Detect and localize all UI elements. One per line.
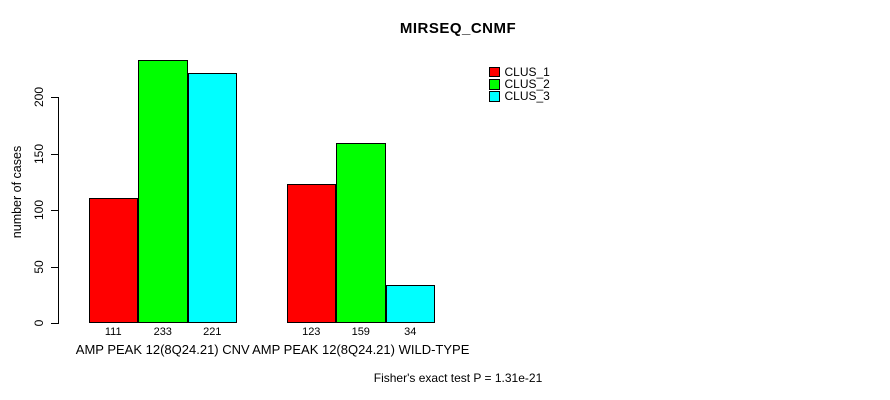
bar-clus_1 [88,197,138,323]
bar-value-label: 123 [302,326,321,338]
category-label: AMP PEAK 12(8Q24.21) CNV [75,342,250,357]
bar-value-label: 221 [203,326,222,338]
y-axis-tick-label: 0 [32,319,46,327]
y-axis-label: number of cases [10,145,24,239]
bar-clus_1 [286,184,336,323]
legend-swatch-icon [489,66,500,78]
bar-clus_2 [138,59,188,323]
legend-swatch-icon [489,79,500,90]
bar-clus_2 [336,143,386,323]
y-axis-tick [51,266,58,268]
bar-value-label: 159 [351,326,370,338]
bar-value-label: 233 [153,326,172,338]
y-axis-tick [51,97,58,98]
legend-label: CLUS_2 [504,77,550,92]
y-axis-tick-label: 100 [32,199,46,221]
bar-clus_3 [385,284,435,323]
y-axis-tick-label: 200 [32,86,46,108]
y-axis-tick-label: 150 [32,143,46,164]
bar-clus_3 [187,73,237,323]
y-axis-tick [51,153,58,155]
legend-swatch-icon [489,91,500,102]
bar-value-label: 34 [404,326,417,338]
y-axis-line [58,97,59,324]
y-axis-tick [51,210,58,211]
legend-entry-clus_2: CLUS_2 [489,78,550,90]
category-label: AMP PEAK 12(8Q24.21) WILD-TYPE [252,342,470,357]
bar-value-label: 111 [104,326,122,338]
fisher-test-annotation: Fisher's exact test P = 1.31e-21 [373,371,543,385]
legend-label: CLUS_3 [504,89,550,104]
y-axis-tick [51,323,58,324]
legend: CLUS_1 CLUS_2 CLUS_3 [489,66,550,103]
legend-label: CLUS_1 [504,65,550,80]
legend-entry-clus_1: CLUS_1 [489,66,550,78]
legend-entry-clus_3: CLUS_3 [489,90,550,102]
chart-title: MIRSEQ_CNMF [399,20,517,37]
y-axis-tick-label: 50 [32,259,46,274]
